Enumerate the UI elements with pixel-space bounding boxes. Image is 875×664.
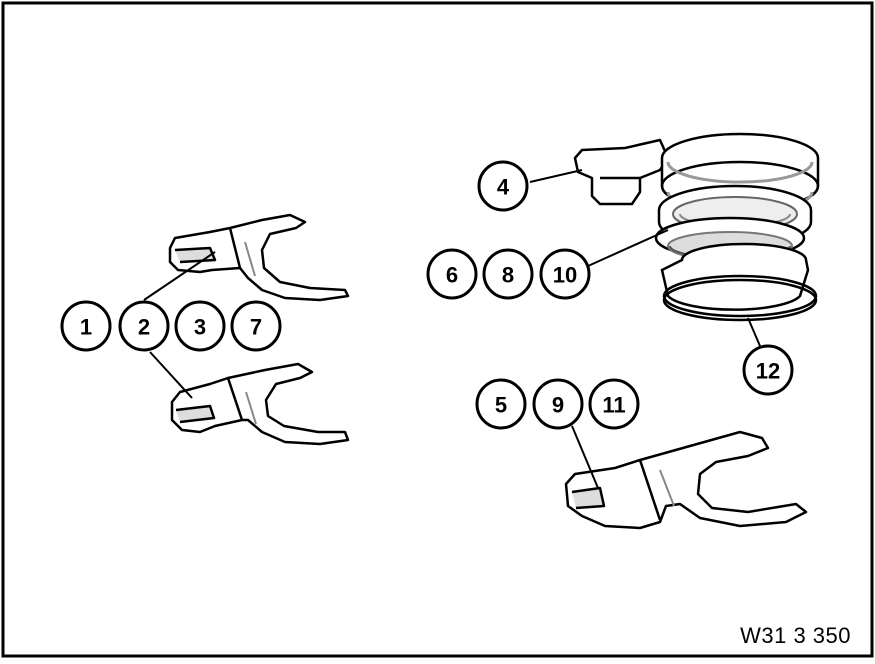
callout-circle-10: [539, 248, 591, 300]
callout-circle-1: [60, 300, 112, 352]
callout-label-3: 3: [194, 315, 206, 340]
callout-circle-9: [532, 378, 584, 430]
callout-label-1: 1: [80, 315, 92, 340]
callout-label-5: 5: [495, 393, 507, 418]
callout-label-4: 4: [497, 175, 510, 200]
callout-label-2: 2: [138, 315, 150, 340]
snap-ring: [660, 242, 818, 322]
leader-line-snap-ring: [747, 317, 761, 347]
figure-code: W31 3 350: [740, 623, 851, 648]
callout-circle-2: [118, 300, 170, 352]
leader-line-lower-fork: [149, 351, 193, 399]
callout-label-8: 8: [502, 263, 514, 288]
leader-line-upper-fork: [143, 251, 216, 301]
callout-circle-4: [477, 160, 529, 212]
shift-fork-lower-right: [564, 430, 808, 530]
callout-label-12: 12: [756, 359, 780, 384]
callout-label-10: 10: [553, 263, 577, 288]
callout-label-7: 7: [250, 315, 262, 340]
leader-line-lower-right-fork: [571, 425, 599, 489]
shift-fork-lower-left: [170, 362, 350, 446]
leader-line-synchro-sleeve: [587, 229, 669, 267]
callout-circle-12: [742, 344, 794, 396]
callout-circle-11: [588, 378, 640, 430]
callout-circle-5: [475, 378, 527, 430]
callout-circle-8: [482, 248, 534, 300]
callout-circle-3: [174, 300, 226, 352]
callout-circle-6: [426, 248, 478, 300]
leader-line-sleeve-assembly: [529, 169, 583, 183]
callout-circle-7: [230, 300, 282, 352]
callout-label-6: 6: [446, 263, 458, 288]
callout-label-9: 9: [552, 393, 564, 418]
callout-label-11: 11: [602, 393, 625, 418]
